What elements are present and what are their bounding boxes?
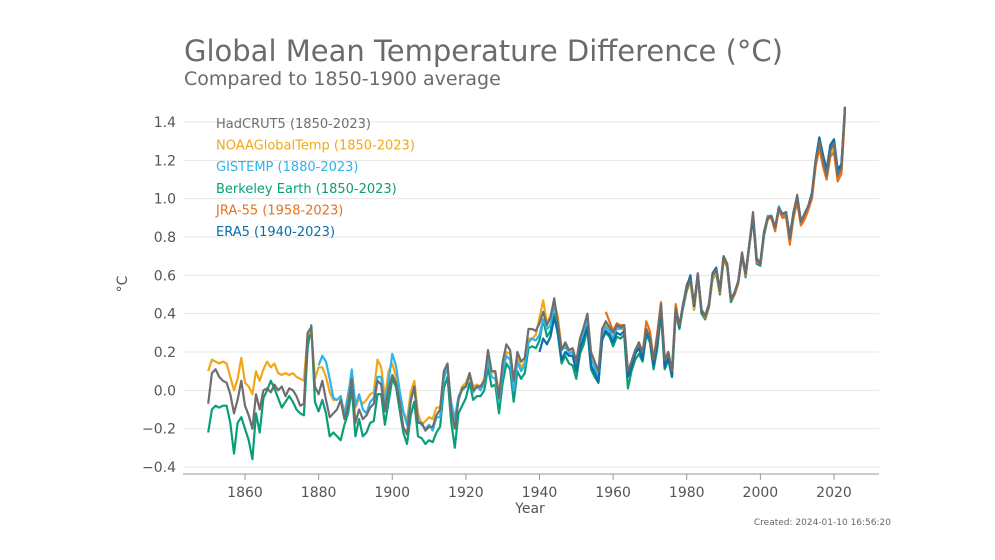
chart-title: Global Mean Temperature Difference (°C)	[184, 34, 783, 68]
series-line	[317, 108, 847, 432]
y-tick-label: 1.4	[154, 115, 176, 131]
legend: HadCRUT5 (1850-2023) NOAAGlobalTemp (1850…	[215, 117, 415, 240]
legend-entry: HadCRUT5 (1850-2023)	[216, 117, 371, 132]
created-timestamp: Created: 2024-01-10 16:56:20	[753, 518, 891, 528]
x-tick-label: 1940	[522, 485, 558, 501]
legend-entry: NOAAGlobalTemp (1850-2023)	[216, 139, 415, 154]
y-tick-label: −0.2	[142, 422, 176, 438]
legend-entry: GISTEMP (1880-2023)	[216, 160, 359, 175]
x-tick-label: 2020	[816, 485, 852, 501]
y-tick-label: 0.6	[154, 268, 176, 284]
legend-entry: ERA5 (1940-2023)	[216, 225, 335, 240]
series-lines	[207, 106, 847, 461]
series-line	[207, 106, 847, 436]
y-tick-label: 0.2	[154, 345, 176, 361]
x-tick-label: 1860	[227, 485, 263, 501]
y-axis: −0.4 −0.2 0.0 0.2 0.4 0.6 0.8 1.0 1.2 1.4	[142, 115, 176, 476]
grid-lines	[183, 121, 879, 468]
x-tick-label: 1900	[374, 485, 410, 501]
x-axis-label: Year	[514, 501, 545, 517]
y-tick-label: 0.4	[154, 307, 176, 323]
y-tick-label: 0.0	[154, 383, 176, 399]
chart-subtitle: Compared to 1850-1900 average	[184, 68, 501, 90]
y-tick-label: 1.0	[154, 192, 176, 208]
x-tick-label: 1980	[669, 485, 705, 501]
x-tick-label: 2000	[743, 485, 779, 501]
x-tick-label: 1960	[595, 485, 631, 501]
x-tick-label: 1920	[448, 485, 484, 501]
x-axis: 1860 1880 1900 1920 1940 1960 1980 2000 2020	[183, 473, 879, 501]
legend-entry: JRA-55 (1958-2023)	[215, 203, 343, 218]
x-tick-label: 1880	[301, 485, 337, 501]
legend-entry: Berkeley Earth (1850-2023)	[216, 182, 397, 197]
y-axis-label: °C	[115, 275, 131, 292]
y-tick-label: 0.8	[154, 230, 176, 246]
series-line	[604, 112, 847, 375]
y-tick-label: 1.2	[154, 153, 176, 169]
y-tick-label: −0.4	[142, 460, 176, 476]
